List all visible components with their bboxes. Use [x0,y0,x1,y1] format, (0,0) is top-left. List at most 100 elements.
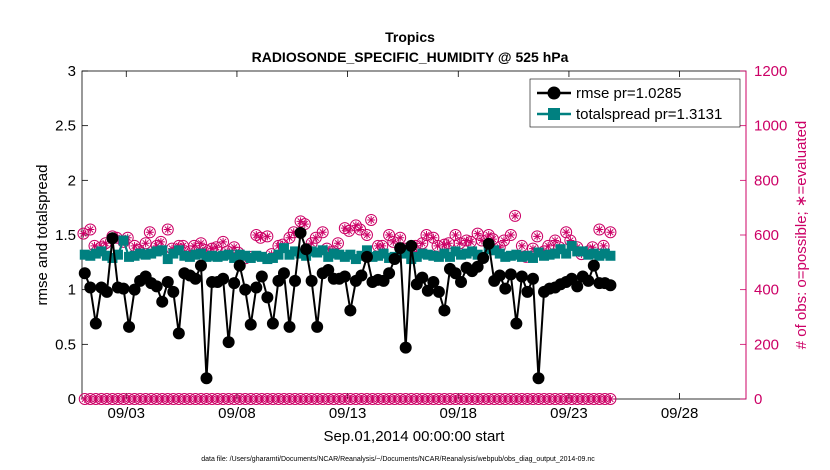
obs-evaluated-marker [462,236,471,245]
obs-evaluated-marker [307,239,316,248]
totalspread-point [339,251,350,262]
rmse-point [228,277,241,290]
left-axis: 0 0.5 1 1.5 2 2.5 3 [55,63,88,408]
obs-evaluated-marker [455,239,464,248]
rmse-point [383,267,396,280]
obs-count-point [604,226,617,239]
totalspread-point [605,250,616,261]
obs-evaluated-marker [385,231,394,239]
totalspread-point [146,248,157,259]
totalspread-point [561,248,572,259]
rmse-point [427,276,440,289]
obs-evaluated-marker [511,211,520,220]
totalspread-point [572,246,583,257]
totalspread-point [90,248,101,259]
totalspread-point [290,246,301,257]
totalspread-point [157,245,168,256]
chart-subtitle: RADIOSONDE_SPECIFIC_HUMIDITY @ 525 hPa [252,49,569,65]
x-tick-label: 09/03 [107,405,145,422]
obs-evaluated-marker [230,243,239,252]
obs-evaluated-marker [374,241,383,250]
chart-title: Tropics [385,29,435,45]
obs-possible-marker [143,226,156,239]
totalspread-point [323,251,334,262]
y2-tick-label: 200 [754,336,779,353]
obs-evaluated-marker [533,232,542,241]
y2-axis-label: # of obs: o=possible; ∗=evaluated [793,121,810,350]
rmse-point [504,268,517,281]
y-tick-label: 3 [68,63,76,80]
totalspread-point [129,250,140,261]
rmse-point [100,285,113,298]
obs-evaluated-marker [345,226,354,235]
rmse-point [217,272,230,285]
obs-possible-marker [139,237,152,250]
obs-count-point [77,227,90,240]
totalspread-point [500,251,511,262]
obs-count-point [343,224,356,237]
legend-spread-label: totalspread pr=1.3131 [576,106,722,123]
totalspread-point [489,245,500,256]
totalspread-point [234,249,245,260]
x-tick-label: 09/23 [550,405,588,422]
rmse-point [515,270,528,283]
obs-evaluated-marker [141,239,150,248]
rmse-point [432,285,445,298]
rmse-point [289,274,302,287]
obs-evaluated-marker [196,239,205,248]
obs-possible-marker [360,229,373,241]
rmse-point [89,317,102,330]
y2-tick-label: 0 [754,391,762,408]
totalspread-point [207,250,218,261]
obs-count-point [593,223,606,236]
rmse-point [300,243,313,256]
obs-evaluated-marker [440,240,449,249]
totalspread-point [317,245,328,256]
totalspread-point [461,248,472,259]
rmse-point [394,242,407,255]
obs-count-point [416,237,429,250]
totalspread-point [184,251,195,262]
obs-evaluated-marker [551,236,560,245]
totalspread-point [527,252,538,263]
rmse-point [255,270,268,283]
y-tick-label: 2 [68,172,76,189]
totalspread-point [118,235,129,246]
totalspread-point [328,248,339,259]
rmse-point [233,259,246,272]
totalspread-point [212,251,223,262]
obs-possible-marker [387,235,400,248]
obs-possible-marker [383,229,396,241]
rmse-point [266,317,279,330]
x-axis: 09/03 09/08 09/13 09/18 09/23 09/28 [107,71,698,422]
totalspread-point [544,249,555,260]
rmse-point [106,232,119,245]
obs-evaluated-marker [396,233,405,242]
totalspread-point [566,240,577,251]
obs-possible-marker [420,229,433,241]
totalspread-point [599,248,610,259]
totalspread-point [173,245,184,256]
rmse-point [471,260,484,273]
totalspread-point [256,251,267,262]
obs-evaluated-marker [190,241,199,250]
totalspread-point [124,251,135,262]
totalspread-point [218,250,229,261]
obs-evaluated-marker [79,229,88,238]
totalspread-point [577,246,588,257]
totalspread-point [135,248,146,259]
obs-evaluated-marker [274,241,283,250]
totalspread-point [245,252,256,263]
rmse-point [355,269,368,282]
obs-count-point [549,234,562,247]
totalspread-point [334,249,345,260]
obs-count-point [331,237,344,250]
obs-count-point [354,223,367,236]
x-tick-label: 09/08 [218,405,256,422]
y-axis-label: rmse and totalspread [34,165,51,306]
obs-evaluated-marker [599,241,608,250]
obs-possible-marker [77,227,90,240]
totalspread-point [112,249,123,260]
y-tick-label: 0 [68,391,76,408]
obs-count-point [531,230,544,243]
